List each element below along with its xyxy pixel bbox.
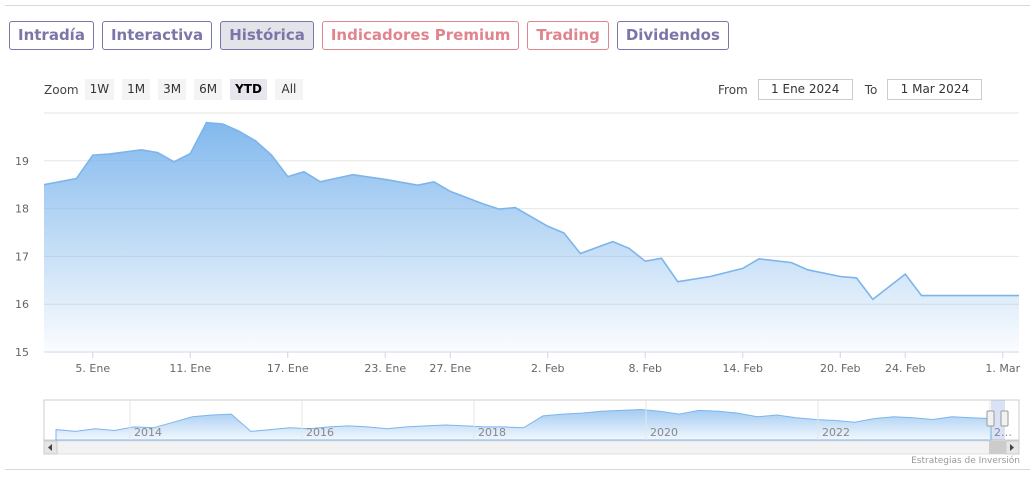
x-tick-label: 2. Feb xyxy=(531,362,564,375)
x-tick-label: 1. Mar xyxy=(985,362,1020,375)
zoom-6m-button[interactable]: 6M xyxy=(194,79,223,100)
zoom-label: Zoom xyxy=(44,82,79,97)
tab-interactiva[interactable]: Interactiva xyxy=(101,21,213,50)
y-tick-label: 15 xyxy=(15,346,29,359)
navigator-year-label: 2022 xyxy=(822,426,850,439)
price-area-fill xyxy=(44,122,1019,352)
y-tick-label: 19 xyxy=(15,155,29,168)
tab-trading[interactable]: Trading xyxy=(527,21,609,50)
scrollbar-thumb[interactable] xyxy=(989,441,1006,454)
arrow-right-icon xyxy=(1010,444,1014,451)
x-axis: 5. Ene 11. Ene 17. Ene 23. Ene 27. Ene 2. Feb… xyxy=(44,351,1021,375)
x-tick-label: 20. Feb xyxy=(820,362,860,375)
tab-intradia[interactable]: Intradía xyxy=(9,21,94,50)
from-label: From xyxy=(718,82,748,97)
price-series xyxy=(43,121,1019,352)
zoom-all-button[interactable]: All xyxy=(274,79,303,100)
x-tick-label: 8. Feb xyxy=(629,362,662,375)
navigator-year-label: 2020 xyxy=(650,426,678,439)
tab-bar: Intradía Interactiva Histórica Indicador… xyxy=(9,21,729,50)
zoom-1m-button[interactable]: 1M xyxy=(122,79,151,100)
price-line[interactable] xyxy=(43,121,1019,301)
top-divider xyxy=(5,5,1030,6)
x-tick-label: 27. Ene xyxy=(429,362,471,375)
y-tick-label: 17 xyxy=(15,250,29,263)
navigator-series xyxy=(55,408,992,441)
zoom-3m-button[interactable]: 3M xyxy=(158,79,187,100)
zoom-ytd-button[interactable]: YTD xyxy=(230,79,267,100)
to-label: To xyxy=(864,82,878,97)
tab-dividendos[interactable]: Dividendos xyxy=(616,21,729,50)
y-tick-label: 16 xyxy=(15,298,29,311)
navigator-year-label: 2016 xyxy=(306,426,334,439)
x-tick-label: 23. Ene xyxy=(364,362,406,375)
navigator[interactable]: 2014 2016 2018 2020 2022 2… xyxy=(43,399,1020,455)
x-tick-label: 17. Ene xyxy=(267,362,309,375)
date-range: From 1 Ene 2024 To 1 Mar 2024 xyxy=(718,79,983,100)
from-date-input[interactable]: 1 Ene 2024 xyxy=(757,79,853,100)
credits[interactable]: Estrategias de Inversión xyxy=(911,456,1020,466)
navigator-year-label: 2… xyxy=(994,426,1012,439)
zoom-selector: Zoom 1W 1M 3M 6M YTD All xyxy=(44,79,311,100)
x-tick-label: 24. Feb xyxy=(885,362,925,375)
tab-indicadores-premium[interactable]: Indicadores Premium xyxy=(321,21,520,50)
navigator-right-handle[interactable] xyxy=(1000,410,1009,427)
arrow-left-icon xyxy=(48,444,52,451)
x-tick-label: 14. Feb xyxy=(723,362,763,375)
navigator-year-label: 2014 xyxy=(134,426,162,439)
navigator-left-handle[interactable] xyxy=(986,410,995,427)
tab-historica[interactable]: Histórica xyxy=(220,21,314,50)
scrollbar-track[interactable] xyxy=(43,440,1020,455)
y-axis: 15 16 17 18 19 xyxy=(15,155,29,359)
x-tick-label: 5. Ene xyxy=(75,362,110,375)
x-tick-label: 11. Ene xyxy=(169,362,211,375)
zoom-1w-button[interactable]: 1W xyxy=(84,79,115,100)
y-tick-label: 18 xyxy=(15,203,29,216)
bottom-divider xyxy=(5,469,1030,470)
navigator-selection[interactable] xyxy=(991,400,1005,440)
navigator-year-label: 2018 xyxy=(478,426,506,439)
to-date-input[interactable]: 1 Mar 2024 xyxy=(887,79,983,100)
